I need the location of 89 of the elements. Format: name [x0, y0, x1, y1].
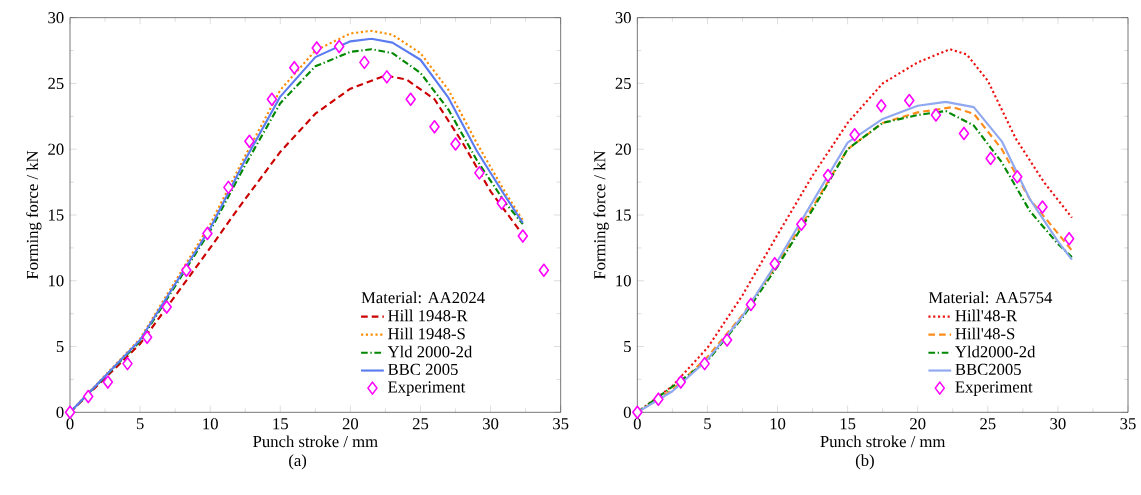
point: [405, 92, 416, 107]
point: [1063, 231, 1075, 246]
point: [699, 356, 710, 371]
y-tick-label: 30: [48, 12, 64, 24]
point: [632, 405, 643, 420]
legend-label: Experiment: [388, 381, 466, 396]
x-tick-label: 20: [342, 418, 359, 430]
y-tick-label: 20: [48, 143, 64, 155]
point: [1037, 200, 1048, 214]
x-tick-label: 10: [770, 418, 786, 430]
point: [849, 127, 860, 142]
legend-label: Experiment: [955, 381, 1033, 396]
point: [311, 41, 323, 55]
legend-label: Hill'48-R: [955, 309, 1018, 322]
point: [796, 217, 807, 231]
y-tick-label: 5: [56, 341, 64, 353]
point: [333, 39, 345, 54]
point: [721, 333, 733, 347]
y-tick-label: 25: [615, 77, 631, 90]
legend-label: BBC2005: [955, 363, 1021, 376]
point: [359, 55, 370, 70]
x-tick-label: 15: [840, 418, 856, 430]
point: [289, 60, 300, 75]
x-tick-label: 5: [704, 418, 711, 430]
point: [82, 389, 94, 404]
x-tick-label: 0: [66, 418, 74, 430]
y-tick-label: 0: [56, 406, 64, 418]
legend-label: Yld2000-2d: [955, 345, 1036, 358]
text: (b): [855, 454, 874, 470]
point: [161, 300, 173, 314]
point: [202, 226, 213, 241]
point: [244, 134, 255, 149]
point: [875, 99, 887, 113]
y-tick-label: 0: [623, 406, 631, 418]
x-tick-label: 35: [553, 418, 569, 430]
point: [64, 405, 76, 420]
point: [223, 180, 234, 195]
point: [904, 93, 915, 108]
point: [769, 256, 781, 271]
y-tick-label: 5: [624, 341, 631, 353]
x-tick-label: 35: [1120, 418, 1136, 430]
point: [429, 120, 440, 134]
x-tick-label: 5: [136, 418, 144, 430]
point: [985, 151, 996, 166]
point: [675, 375, 687, 389]
point: [450, 137, 461, 151]
x-axis-title: Punch stroke / mm: [820, 435, 946, 448]
point: [141, 330, 153, 345]
legend-title: Material: AA2024: [361, 291, 485, 304]
point: [1011, 170, 1023, 184]
point: [181, 263, 192, 278]
y-tick-label: 15: [48, 209, 64, 221]
point: [538, 263, 550, 278]
point: [266, 92, 278, 107]
x-tick-label: 30: [483, 418, 499, 430]
y-axis-title: Forming force / kN: [593, 150, 609, 280]
y-tick-label: 10: [616, 275, 631, 287]
x-tick-label: 15: [273, 418, 288, 430]
legend-label: Hill 1948-S: [388, 327, 465, 340]
y-axis-title: Forming force / kN: [26, 150, 42, 280]
point: [122, 356, 133, 371]
y-tick-label: 15: [616, 209, 631, 221]
point: [653, 392, 664, 406]
legend-label: BBC 2005: [388, 363, 458, 376]
point: [745, 297, 757, 312]
legend-label: Hill'48-S: [955, 327, 1015, 340]
y-tick-label: 25: [48, 77, 64, 90]
y-tick-label: 30: [615, 12, 631, 24]
x-tick-label: 25: [412, 418, 429, 430]
point: [496, 196, 508, 210]
legend-label: Yld 2000-2d: [387, 345, 473, 358]
legend-title: Material: AA5754: [928, 291, 1053, 304]
x-axis-title: Punch stroke / mm: [253, 435, 378, 448]
x-tick-label: 10: [203, 418, 218, 430]
y-tick-label: 10: [48, 275, 64, 287]
text: (a): [289, 454, 307, 470]
point: [474, 166, 485, 180]
x-tick-label: 0: [633, 418, 641, 430]
x-tick-label: 20: [910, 418, 926, 430]
point: [517, 229, 529, 243]
x-tick-label: 25: [980, 418, 996, 430]
legend-label: Hill 1948-R: [388, 309, 468, 322]
point: [381, 70, 393, 84]
y-tick-label: 20: [615, 143, 631, 155]
point: [930, 108, 942, 122]
point: [822, 168, 834, 183]
x-tick-label: 30: [1050, 418, 1066, 430]
point: [958, 126, 970, 141]
point: [102, 375, 114, 389]
